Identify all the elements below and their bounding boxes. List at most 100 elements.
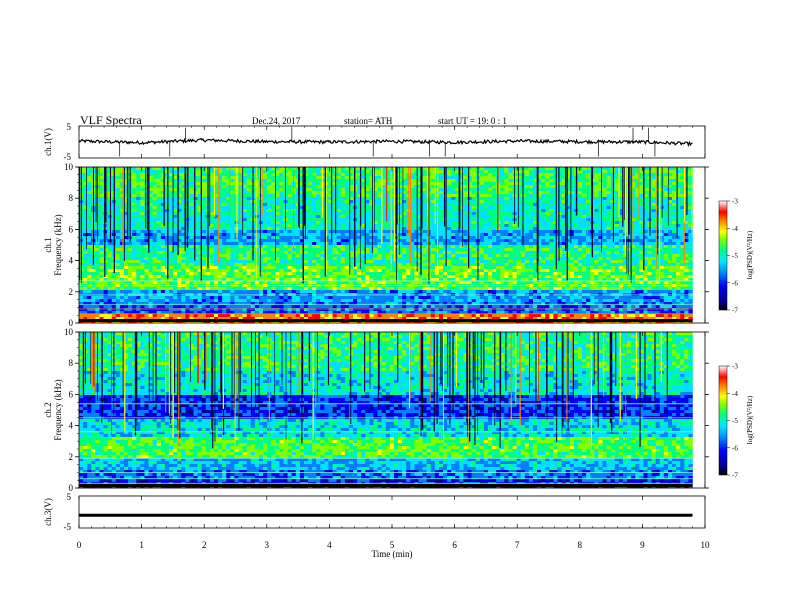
spectrogram-cell bbox=[328, 254, 333, 258]
spectrogram-cell bbox=[197, 218, 202, 222]
spectrogram-cell bbox=[643, 176, 648, 180]
spectrogram-cell bbox=[631, 254, 636, 258]
spectrogram-cell bbox=[586, 263, 591, 267]
spectrogram-cell bbox=[381, 188, 387, 192]
spectrogram-cell bbox=[381, 227, 387, 231]
spectrogram-cell bbox=[136, 212, 141, 216]
spectrogram-cell bbox=[156, 221, 162, 225]
spectrogram-cell bbox=[279, 257, 284, 261]
spectrogram-cell bbox=[545, 263, 550, 267]
spectrogram-cell bbox=[455, 260, 460, 264]
spectrogram-cell bbox=[430, 239, 436, 243]
spectrogram-cell bbox=[659, 254, 665, 258]
spectrogram-cell bbox=[545, 206, 550, 210]
spectrogram-cell bbox=[414, 260, 419, 264]
spectrogram-cell bbox=[496, 221, 501, 225]
spectrogram-cell bbox=[434, 212, 440, 216]
spectrogram-cell bbox=[504, 173, 509, 177]
spectrogram-cell bbox=[132, 200, 137, 204]
spectrogram-cell bbox=[144, 167, 149, 171]
spectrogram-cell bbox=[377, 239, 382, 243]
spectrogram-cell bbox=[336, 176, 342, 180]
spectrogram-cell bbox=[369, 212, 374, 216]
spectrogram-cell bbox=[569, 254, 575, 258]
spectrogram-cell bbox=[308, 188, 313, 192]
spectrogram-cell bbox=[532, 176, 538, 180]
spectrogram-cell bbox=[586, 233, 591, 237]
spectrogram-cell bbox=[222, 263, 227, 267]
spectrogram-cell bbox=[492, 254, 497, 258]
spectrogram-cell bbox=[168, 179, 174, 183]
spectrogram-cell bbox=[594, 236, 599, 240]
spectrogram-cell bbox=[631, 173, 636, 177]
spectrogram-cell bbox=[532, 254, 538, 258]
spectrogram-cell bbox=[373, 218, 378, 222]
spectrogram-cell bbox=[267, 263, 272, 267]
spectrogram-cell bbox=[148, 176, 153, 180]
spectrogram-cell bbox=[132, 173, 137, 177]
spectrogram-cell bbox=[299, 218, 305, 222]
spectrogram-cell bbox=[144, 188, 149, 192]
spectrogram-cell bbox=[586, 182, 591, 186]
spectrogram-cell bbox=[279, 176, 284, 180]
spectrogram-cell bbox=[213, 251, 219, 255]
spectrogram-cell bbox=[688, 239, 693, 243]
spectrogram-cell bbox=[193, 233, 198, 237]
spectrogram-cell bbox=[541, 182, 546, 186]
spectrogram-cell bbox=[635, 197, 640, 201]
spectrogram-cell bbox=[340, 173, 346, 177]
spectrogram-cell bbox=[402, 224, 407, 228]
spectrogram-cell bbox=[504, 203, 509, 207]
spectrogram-cell bbox=[287, 218, 292, 222]
spectrogram-cell bbox=[164, 239, 170, 243]
spectrogram-cell bbox=[222, 254, 227, 258]
spectrogram-cell bbox=[136, 245, 141, 249]
spectrogram-cell bbox=[246, 179, 252, 183]
spectrogram-cell bbox=[332, 245, 337, 249]
spectrogram-cell bbox=[254, 194, 260, 198]
spectrogram-cell bbox=[336, 233, 342, 237]
spectrogram-cell bbox=[357, 239, 362, 243]
spectrogram-cell bbox=[532, 236, 538, 240]
spectrogram-cell bbox=[528, 236, 534, 240]
spectrogram-cell bbox=[651, 233, 656, 237]
spectrogram-cell bbox=[667, 176, 673, 180]
spectrogram-cell bbox=[565, 221, 571, 225]
spectrogram-cell bbox=[508, 221, 513, 225]
spectrogram-cell bbox=[414, 227, 419, 231]
spectrogram-cell bbox=[479, 254, 485, 258]
spectrogram-cell bbox=[614, 194, 620, 198]
spectrogram-cell bbox=[627, 260, 632, 264]
spectrogram-cell bbox=[639, 215, 644, 219]
spectrogram-cell bbox=[168, 191, 174, 195]
spectrogram-cell bbox=[295, 194, 301, 198]
spectrogram-cell bbox=[267, 191, 272, 195]
spectrogram-cell bbox=[99, 197, 104, 201]
spectrogram-cell bbox=[643, 218, 648, 222]
spectrogram-cell bbox=[451, 248, 456, 252]
spectrogram-cell bbox=[373, 194, 378, 198]
spectrogram-cell bbox=[181, 230, 186, 234]
spectrogram-cell bbox=[123, 254, 129, 258]
spectrogram-cell bbox=[226, 260, 231, 264]
spectrogram-cell bbox=[385, 254, 391, 258]
spectrogram-cell bbox=[647, 251, 652, 255]
spectrogram-cell bbox=[549, 257, 554, 261]
spectrogram-cell bbox=[631, 221, 636, 225]
spectrogram-cell bbox=[516, 209, 522, 213]
spectrogram-cell bbox=[385, 185, 391, 189]
spectrogram-cell bbox=[622, 254, 628, 258]
spectrogram-cell bbox=[459, 242, 464, 246]
spectrogram-cell bbox=[164, 254, 170, 258]
spectrogram-cell bbox=[520, 260, 526, 264]
spectrogram-cell bbox=[385, 248, 391, 252]
spectrogram-cell bbox=[614, 212, 620, 216]
spectrogram-cell bbox=[271, 224, 276, 228]
spectrogram-cell bbox=[377, 188, 382, 192]
spectrogram-cell bbox=[258, 179, 264, 183]
spectrogram-cell bbox=[508, 170, 513, 174]
spectrogram-cell bbox=[316, 221, 321, 225]
spectrogram-cell bbox=[565, 263, 571, 267]
spectrogram-cell bbox=[577, 167, 583, 171]
spectrogram-cell bbox=[123, 203, 129, 207]
